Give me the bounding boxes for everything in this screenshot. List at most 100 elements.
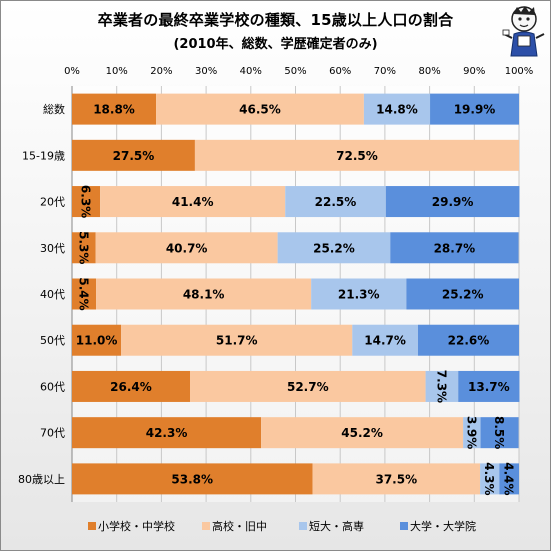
data-label: 40.7%	[166, 241, 208, 255]
bar-segment	[72, 370, 191, 402]
x-tick-label: 0%	[64, 66, 80, 77]
data-label: 53.8%	[171, 472, 213, 486]
bar-segment	[72, 278, 97, 310]
bar-segment	[190, 370, 426, 402]
data-label: 28.7%	[434, 241, 476, 255]
data-label: 8.5%	[492, 416, 506, 449]
data-label: 72.5%	[336, 149, 378, 163]
bar-segment	[72, 463, 313, 495]
bar-segment	[72, 186, 101, 218]
category-label: 30代	[40, 242, 65, 255]
data-label: 26.4%	[110, 380, 152, 394]
bar-segment	[72, 324, 122, 356]
bar-segment	[430, 93, 519, 125]
data-label: 21.3%	[338, 288, 380, 302]
bar-segment	[72, 139, 195, 171]
data-label: 14.8%	[376, 103, 418, 117]
x-tick-label: 100%	[505, 66, 534, 77]
bar-segment	[95, 232, 278, 264]
data-label: 11.0%	[76, 334, 118, 348]
bar-segment	[352, 324, 418, 356]
x-tick-label: 70%	[374, 66, 396, 77]
category-label: 40代	[40, 288, 65, 301]
bar-segment	[261, 417, 464, 449]
bar-segment	[285, 186, 386, 218]
x-tick-label: 80%	[418, 66, 440, 77]
category-label: 60代	[40, 380, 65, 393]
data-label: 46.5%	[239, 103, 281, 117]
category-label: 70代	[40, 427, 65, 440]
category-label: 総数	[43, 102, 65, 116]
bar-segment	[390, 232, 519, 264]
chart-subtitle: (2010年、総数、学歴確定者のみ)	[173, 37, 378, 52]
data-label: 6.3%	[79, 185, 93, 218]
mascot-icon	[502, 6, 545, 57]
data-label: 27.5%	[113, 149, 155, 163]
bar-segment	[363, 93, 431, 125]
data-label: 22.6%	[448, 334, 490, 348]
data-label: 22.5%	[315, 195, 357, 209]
bar-segment	[406, 278, 519, 310]
data-label: 5.3%	[76, 231, 90, 264]
legend-swatch	[88, 522, 96, 530]
data-label: 25.2%	[313, 241, 355, 255]
data-label: 4.4%	[502, 462, 516, 495]
bar-segment	[100, 186, 286, 218]
x-tick-label: 10%	[106, 66, 128, 77]
data-label: 42.3%	[146, 426, 188, 440]
legend-label: 大学・大学院	[410, 519, 476, 533]
legend-swatch	[299, 522, 307, 530]
bar-segment	[277, 232, 391, 264]
bar-segment	[463, 417, 481, 449]
data-label: 29.9%	[432, 195, 474, 209]
bar-segment	[385, 186, 520, 218]
data-label: 18.8%	[93, 103, 135, 117]
bar-segment	[480, 463, 500, 495]
category-label: 20代	[40, 196, 65, 209]
bar-segment	[96, 278, 312, 310]
data-label: 25.2%	[442, 288, 484, 302]
x-tick-label: 60%	[329, 66, 351, 77]
data-label: 3.9%	[464, 416, 478, 449]
chart-title: 卒業者の最終卒業学校の種類、15歳以上人口の割合	[97, 11, 454, 29]
legend-label: 小学校・中学校	[98, 519, 175, 533]
x-tick-label: 30%	[195, 66, 217, 77]
bar-segment	[458, 370, 520, 402]
data-label: 4.3%	[482, 462, 496, 495]
x-tick-label: 40%	[240, 66, 262, 77]
x-tick-label: 50%	[284, 66, 306, 77]
data-label: 45.2%	[341, 426, 383, 440]
data-label: 48.1%	[183, 288, 225, 302]
x-tick-label: 90%	[463, 66, 485, 77]
bar-segment	[72, 232, 96, 264]
category-label: 15-19歳	[22, 149, 65, 162]
bar-segment	[417, 324, 519, 356]
data-label: 13.7%	[468, 380, 510, 394]
data-label: 41.4%	[172, 195, 214, 209]
data-label: 5.4%	[77, 277, 91, 310]
data-label: 7.3%	[434, 370, 448, 403]
legend-swatch	[202, 522, 210, 530]
data-label: 52.7%	[287, 380, 329, 394]
bar-segment	[72, 417, 262, 449]
data-label: 19.9%	[454, 103, 496, 117]
category-label: 80歳以上	[18, 473, 65, 486]
bar-segment	[311, 278, 407, 310]
bar-segment	[121, 324, 353, 356]
bar-segment	[72, 93, 157, 125]
data-label: 14.7%	[364, 334, 406, 348]
bar-segment	[480, 417, 519, 449]
bar-segment	[156, 93, 364, 125]
bar-segment	[425, 370, 459, 402]
x-tick-label: 20%	[150, 66, 172, 77]
legend-swatch	[400, 522, 408, 530]
bar-segment	[194, 139, 520, 171]
bar-segment	[312, 463, 481, 495]
data-label: 37.5%	[375, 472, 417, 486]
legend-label: 短大・高専	[309, 519, 364, 533]
data-label: 51.7%	[216, 334, 258, 348]
legend-label: 高校・旧中	[212, 519, 267, 533]
category-label: 50代	[40, 334, 65, 347]
